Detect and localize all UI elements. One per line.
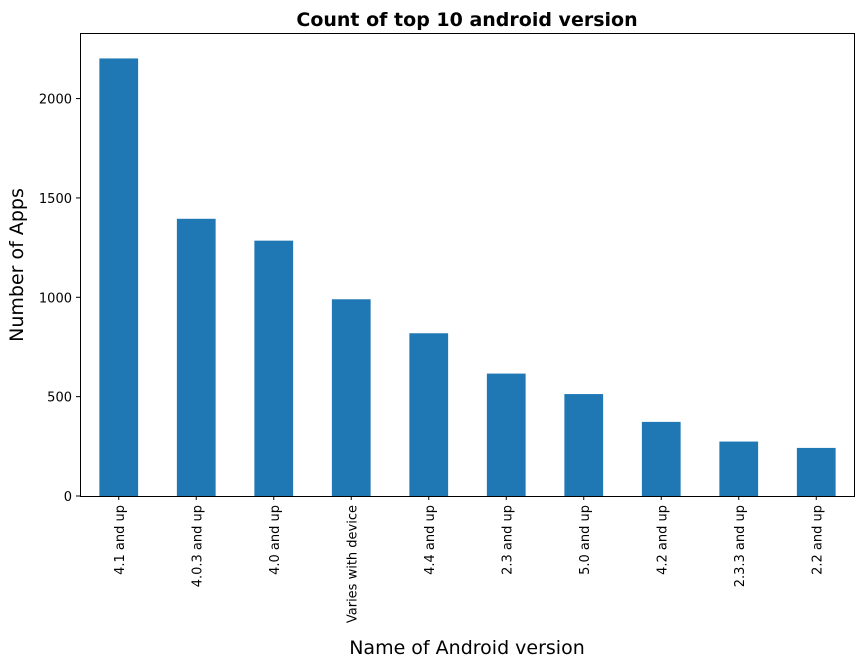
x-tick-label: 4.0 and up bbox=[268, 505, 283, 575]
bar-4 bbox=[331, 299, 371, 496]
x-tick-label: 4.0.3 and up bbox=[190, 505, 205, 587]
x-axis-label: Name of Android version bbox=[349, 637, 585, 659]
bar-5 bbox=[409, 333, 449, 496]
x-tick-label: 4.1 and up bbox=[113, 505, 128, 575]
y-tick-label: 1500 bbox=[39, 192, 72, 207]
bar-9 bbox=[719, 441, 759, 496]
y-axis: 0 500 1000 1500 2000 bbox=[39, 93, 80, 505]
chart-title: Count of top 10 android version bbox=[296, 9, 637, 31]
x-tick-label: Varies with device bbox=[345, 505, 360, 623]
bars-layer bbox=[99, 58, 836, 497]
x-tick-label: 5.0 and up bbox=[578, 505, 593, 575]
x-tick-label: 4.4 and up bbox=[423, 505, 438, 575]
bar-7 bbox=[564, 394, 604, 496]
x-axis: 4.1 and up 4.0.3 and up 4.0 and up Varies w… bbox=[113, 496, 825, 623]
x-tick-label: 2.3.3 and up bbox=[733, 505, 748, 587]
bar-1 bbox=[99, 58, 139, 497]
bar-10 bbox=[796, 447, 836, 496]
y-tick-label: 2000 bbox=[39, 93, 72, 108]
x-tick-label: 2.3 and up bbox=[500, 505, 515, 575]
bar-3 bbox=[254, 240, 294, 496]
plot-frame bbox=[80, 33, 855, 497]
bar-2 bbox=[176, 218, 216, 496]
y-tick-label: 0 bbox=[64, 490, 72, 505]
bar-8 bbox=[641, 421, 681, 496]
y-axis-label: Number of Apps bbox=[6, 188, 28, 342]
y-tick-label: 500 bbox=[47, 391, 72, 406]
bar-6 bbox=[486, 373, 526, 496]
x-tick-label: 4.2 and up bbox=[655, 505, 670, 575]
x-tick-label: 2.2 and up bbox=[810, 505, 825, 575]
y-tick-label: 1000 bbox=[39, 291, 72, 306]
